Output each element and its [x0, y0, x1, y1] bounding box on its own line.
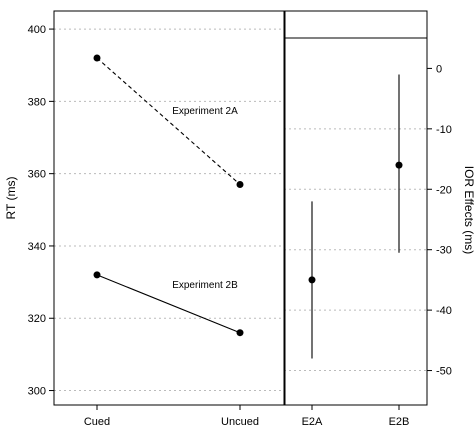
right-plot-frame: [283, 10, 428, 406]
series-label-experiment-2b: Experiment 2B: [172, 280, 238, 291]
left-x-tick-label-uncued: Uncued: [221, 416, 259, 428]
left-y-tick-label-340: 340: [28, 241, 46, 253]
left-y-tick-label-300: 300: [28, 386, 46, 398]
left-panel: 300 320 340 360 380 400 Cued Uncued Experiment…: [4, 24, 285, 428]
left-y-axis-title: RT (ms): [4, 177, 18, 220]
left-points: [93, 54, 244, 337]
left-x-tick-label-cued: Cued: [84, 416, 110, 428]
series-label-experiment-2a: Experiment 2A: [172, 106, 238, 117]
point-experiment-2b-uncued: [236, 329, 244, 337]
right-y-axis: 0 -10 -20 -30 -40 -50: [427, 63, 452, 378]
left-y-tick-label-400: 400: [28, 24, 46, 36]
left-series-labels: Experiment 2A Experiment 2B: [172, 106, 238, 291]
series-line-experiment-2b: [96, 274, 241, 334]
point-experiment-2b-cued: [93, 271, 101, 279]
left-y-tick-label-380: 380: [28, 96, 46, 108]
right-y-axis-title: IOR Effects (ms): [462, 166, 474, 254]
point-experiment-2a-cued: [93, 54, 101, 62]
right-gridlines: [284, 128, 427, 372]
right-x-tick-label-e2b: E2B: [389, 416, 410, 428]
point-experiment-2a-uncued: [236, 181, 244, 189]
series-line-experiment-2a: [96, 57, 241, 185]
right-points: [308, 74, 403, 359]
right-y-tick-label-0: 0: [436, 63, 442, 75]
right-y-tick-label--50: -50: [436, 366, 452, 378]
right-x-tick-label-e2a: E2A: [302, 416, 323, 428]
left-y-tick-label-320: 320: [28, 313, 46, 325]
right-y-tick-label--40: -40: [436, 305, 452, 317]
point-e2a: [308, 276, 316, 284]
point-e2b: [395, 161, 403, 169]
right-y-tick-label--20: -20: [436, 184, 452, 196]
right-y-tick-label--30: -30: [436, 245, 452, 257]
left-x-axis: Cued Uncued: [84, 405, 259, 428]
right-x-axis: E2A E2B: [302, 405, 410, 428]
right-y-tick-label--10: -10: [436, 124, 452, 136]
left-series: [96, 57, 241, 334]
right-panel: 0 -10 -20 -30 -40 -50 E2A E2B IOR Effects (ms): [284, 37, 474, 428]
left-y-tick-label-360: 360: [28, 169, 46, 181]
left-y-axis: 300 320 340 360 380 400: [28, 24, 54, 398]
left-plot-frame: [53, 10, 286, 406]
left-gridlines: [54, 28, 285, 392]
